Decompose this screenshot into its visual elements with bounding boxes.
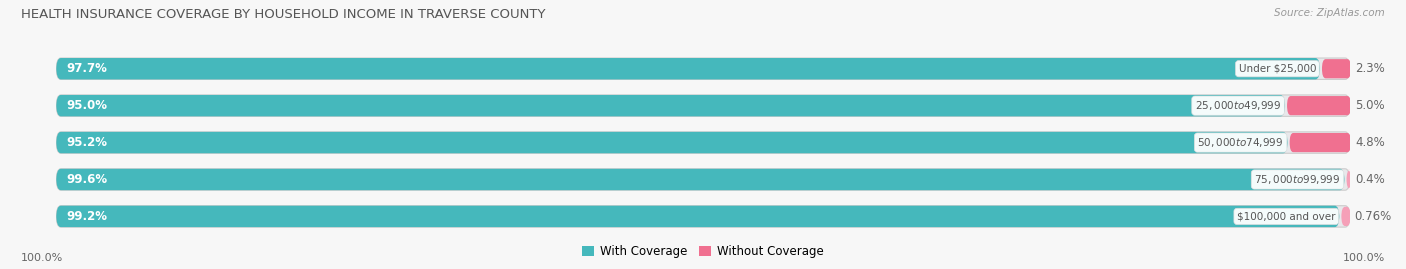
Text: $50,000 to $74,999: $50,000 to $74,999 — [1198, 136, 1284, 149]
Legend: With Coverage, Without Coverage: With Coverage, Without Coverage — [578, 241, 828, 263]
FancyBboxPatch shape — [56, 95, 1350, 116]
FancyBboxPatch shape — [1322, 59, 1351, 78]
FancyBboxPatch shape — [56, 95, 1285, 116]
Text: 97.7%: 97.7% — [66, 62, 107, 75]
Text: 95.0%: 95.0% — [66, 99, 108, 112]
Text: 0.76%: 0.76% — [1354, 210, 1392, 223]
Text: $75,000 to $99,999: $75,000 to $99,999 — [1254, 173, 1341, 186]
FancyBboxPatch shape — [56, 206, 1350, 227]
Text: 100.0%: 100.0% — [1343, 253, 1385, 263]
Text: Under $25,000: Under $25,000 — [1239, 64, 1316, 74]
FancyBboxPatch shape — [56, 132, 1350, 153]
FancyBboxPatch shape — [56, 58, 1320, 79]
FancyBboxPatch shape — [1347, 170, 1351, 189]
Text: Source: ZipAtlas.com: Source: ZipAtlas.com — [1274, 8, 1385, 18]
Text: HEALTH INSURANCE COVERAGE BY HOUSEHOLD INCOME IN TRAVERSE COUNTY: HEALTH INSURANCE COVERAGE BY HOUSEHOLD I… — [21, 8, 546, 21]
Text: 99.6%: 99.6% — [66, 173, 108, 186]
Text: 100.0%: 100.0% — [21, 253, 63, 263]
FancyBboxPatch shape — [1286, 96, 1351, 115]
FancyBboxPatch shape — [1341, 207, 1351, 226]
Text: 95.2%: 95.2% — [66, 136, 108, 149]
FancyBboxPatch shape — [56, 58, 1350, 79]
Text: $25,000 to $49,999: $25,000 to $49,999 — [1195, 99, 1281, 112]
FancyBboxPatch shape — [1289, 133, 1351, 152]
FancyBboxPatch shape — [56, 169, 1344, 190]
FancyBboxPatch shape — [56, 132, 1288, 153]
Text: 4.8%: 4.8% — [1355, 136, 1385, 149]
Text: 0.4%: 0.4% — [1355, 173, 1385, 186]
FancyBboxPatch shape — [56, 169, 1350, 190]
Text: $100,000 and over: $100,000 and over — [1237, 211, 1336, 221]
Text: 5.0%: 5.0% — [1355, 99, 1385, 112]
Text: 2.3%: 2.3% — [1355, 62, 1385, 75]
FancyBboxPatch shape — [56, 206, 1340, 227]
Text: 99.2%: 99.2% — [66, 210, 108, 223]
